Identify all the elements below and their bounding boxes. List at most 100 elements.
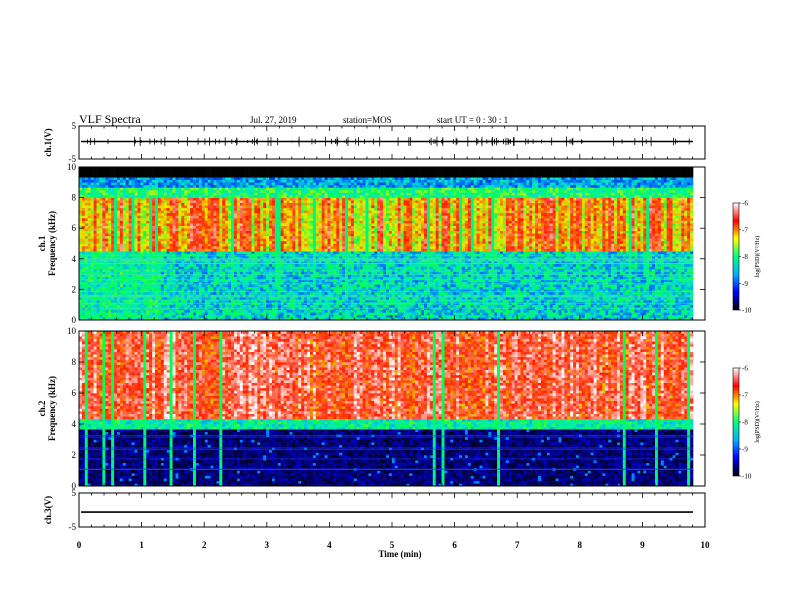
spectrogram-cell: [126, 182, 129, 185]
spectrogram-cell: [102, 210, 105, 213]
spectrogram-cell: [117, 228, 120, 231]
spectrogram-cell: [111, 256, 114, 259]
spectrogram-cell: [85, 236, 88, 239]
spectrogram-cell: [120, 238, 123, 241]
spectrogram-cell: [102, 289, 105, 292]
spectrogram-cell: [108, 231, 111, 234]
spectrogram-cell: [88, 305, 91, 308]
spectrogram-cell: [102, 208, 105, 211]
spectrogram-cell: [99, 269, 102, 272]
spectrogram-cell: [129, 310, 132, 313]
spectrogram-cell: [105, 272, 108, 275]
spectrogram-cell: [82, 177, 85, 180]
spectrogram-cell: [105, 238, 108, 241]
spectrogram-cell: [120, 266, 123, 269]
spectrogram-cell: [129, 231, 132, 234]
spectrogram-cell: [114, 284, 117, 287]
spectrogram-cell: [99, 272, 102, 275]
spectrogram-cell: [114, 210, 117, 213]
spectrogram-cell: [102, 266, 105, 269]
spectrogram-cell: [97, 284, 100, 287]
spectrogram-cell: [129, 187, 132, 190]
spectrogram-cell: [91, 198, 94, 201]
spectrogram-cell: [102, 307, 105, 310]
spectrogram-cell: [126, 193, 129, 196]
spectrogram-cell: [108, 284, 111, 287]
spectrogram-cell: [97, 175, 100, 178]
spectrogram-cell: [117, 269, 120, 272]
vlf-figure: VLF Spectra Jul. 27, 2019 station=MOS st…: [0, 0, 792, 612]
spectrogram-cell: [82, 315, 85, 318]
spectrogram-cell: [99, 193, 102, 196]
spectrogram-cell: [91, 233, 94, 236]
spectrogram-cell: [108, 238, 111, 241]
spectrogram-cell: [97, 289, 100, 292]
spectrogram-cell: [91, 297, 94, 300]
spectrogram-cell: [94, 246, 97, 249]
spectrogram-cell: [117, 238, 120, 241]
spectrogram-cell: [99, 226, 102, 229]
spectrogram-cell: [114, 172, 117, 175]
spectrogram-cell: [91, 236, 94, 239]
spectrogram-cell: [102, 175, 105, 178]
spectrogram-cell: [85, 246, 88, 249]
spectrogram-cell: [91, 305, 94, 308]
spectrogram-cell: [123, 292, 126, 295]
spectrogram-cell: [99, 251, 102, 254]
spectrogram-cell: [126, 203, 129, 206]
spectrogram-cell: [114, 315, 117, 318]
spectrogram-cell: [91, 310, 94, 313]
spectrogram-cell: [88, 215, 91, 218]
spectrogram-cell: [102, 246, 105, 249]
spectrogram-cell: [99, 297, 102, 300]
spectrogram-cell: [111, 175, 114, 178]
spectrogram-cell: [105, 215, 108, 218]
spectrogram-cell: [105, 198, 108, 201]
spectrogram-cell: [102, 292, 105, 295]
spectrogram-cell: [123, 190, 126, 193]
spectrogram-cell: [102, 213, 105, 216]
spectrogram-cell: [120, 249, 123, 252]
spectrogram-cell: [99, 195, 102, 198]
spectrogram-cell: [126, 246, 129, 249]
spectrogram-cell: [129, 312, 132, 315]
spectrogram-cell: [126, 312, 129, 315]
spectrogram-cell: [94, 175, 97, 178]
spectrogram-cell: [108, 297, 111, 300]
spectrogram-cell: [88, 251, 91, 254]
spectrogram-cell: [97, 236, 100, 239]
spectrogram-cell: [123, 264, 126, 267]
spectrogram-cell: [111, 241, 114, 244]
spectrogram-cell: [111, 238, 114, 241]
spectrogram-cell: [91, 213, 94, 216]
spectrogram-cell: [88, 233, 91, 236]
spectrogram-cell: [108, 182, 111, 185]
spectrogram-cell: [111, 244, 114, 247]
spectrogram-cell: [99, 203, 102, 206]
spectrogram-cell: [132, 310, 135, 313]
spectrogram-cell: [91, 187, 94, 190]
spectrogram-cell: [111, 228, 114, 231]
spectrogram-cell: [123, 182, 126, 185]
spectrogram-cell: [102, 305, 105, 308]
spectrogram-cell: [105, 213, 108, 216]
spectrogram-cell: [97, 221, 100, 224]
spectrogram-cell: [88, 193, 91, 196]
spectrogram-cell: [91, 221, 94, 224]
spectrogram-cell: [94, 269, 97, 272]
spectrogram-cell: [82, 180, 85, 183]
spectrogram-cell: [117, 241, 120, 244]
spectrogram-cell: [99, 246, 102, 249]
spectrogram-cell: [91, 193, 94, 196]
spectrogram-cell: [88, 315, 91, 318]
spectrogram-cell: [85, 287, 88, 290]
spectrogram-cell: [105, 218, 108, 221]
spectrogram-cell: [105, 226, 108, 229]
spectrogram-cell: [108, 269, 111, 272]
spectrogram-cell: [85, 233, 88, 236]
spectrogram-cell: [123, 203, 126, 206]
spectrogram-cell: [99, 264, 102, 267]
spectrogram-cell: [123, 266, 126, 269]
spectrogram-cell: [114, 272, 117, 275]
spectrogram-cell: [102, 236, 105, 239]
